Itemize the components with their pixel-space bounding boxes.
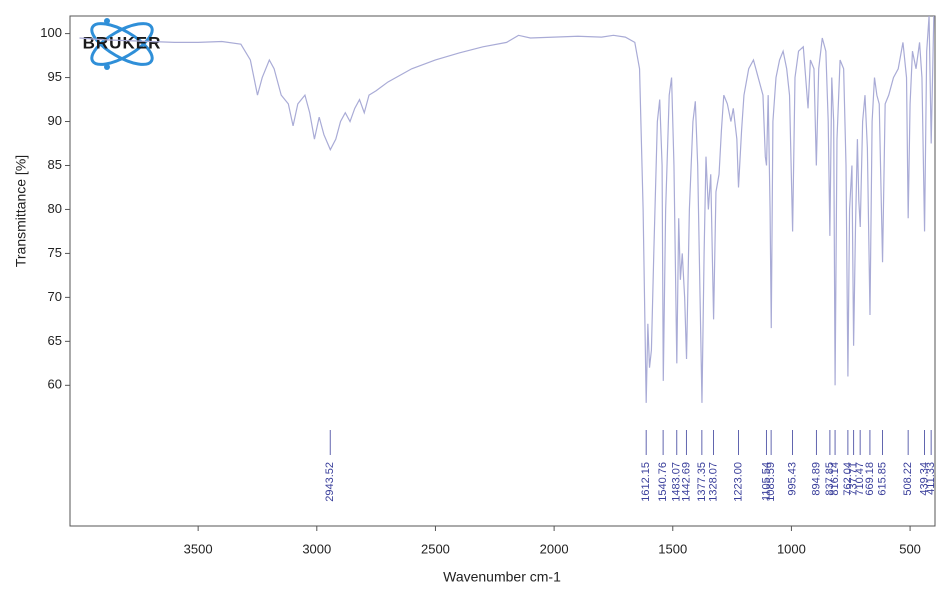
peak-label: 710.47: [854, 462, 866, 496]
logo-text: BRUKER: [83, 33, 162, 52]
x-tick-label: 1000: [777, 541, 806, 556]
peak-label: 837.85: [824, 462, 836, 496]
y-tick-label: 100: [40, 25, 62, 40]
logo-orbit: [90, 22, 154, 66]
y-tick-label: 60: [48, 377, 62, 392]
peak-label: 2943.52: [324, 462, 336, 502]
peak-label: 894.89: [810, 462, 822, 496]
y-tick-label: 70: [48, 289, 62, 304]
peak-label: 615.85: [876, 462, 888, 496]
logo: BRUKER: [83, 18, 162, 70]
peak-label: 1442.69: [680, 462, 692, 502]
spectrum-line: [79, 15, 935, 403]
peak-label: 816.14: [829, 462, 841, 496]
y-tick-label: 65: [48, 333, 62, 348]
peak-label: 737.71: [848, 462, 860, 496]
y-tick-label: 95: [48, 69, 62, 84]
logo-dot: [104, 18, 110, 24]
x-tick-label: 2500: [421, 541, 450, 556]
plot-frame: [69, 15, 936, 527]
peak-label: 1483.07: [671, 462, 683, 502]
y-tick-label: 75: [48, 245, 62, 260]
x-tick-label: 2000: [540, 541, 569, 556]
peak-label: 1328.07: [707, 462, 719, 502]
logo-orbit: [90, 22, 154, 66]
x-tick-label: 1500: [658, 541, 687, 556]
x-tick-label: 500: [899, 541, 921, 556]
y-axis-label: Transmittance [%]: [13, 155, 29, 267]
peak-label: 1377.35: [696, 462, 708, 502]
x-tick-label: 3000: [302, 541, 331, 556]
y-tick-label: 80: [48, 201, 62, 216]
peak-label: 762.04: [842, 462, 854, 496]
peak-label: 1540.76: [657, 462, 669, 502]
y-tick-label: 85: [48, 157, 62, 172]
peak-label: 508.22: [902, 462, 914, 496]
peak-label: 1085.59: [765, 462, 777, 502]
x-axis-label: Wavenumber cm-1: [443, 569, 561, 585]
y-tick-label: 90: [48, 113, 62, 128]
logo-dot: [104, 64, 110, 70]
peak-label: 439.34: [918, 462, 930, 496]
peak-label: 995.43: [786, 462, 798, 496]
peak-label: 669.18: [864, 462, 876, 496]
x-tick-label: 3500: [184, 541, 213, 556]
peak-label: 1105.54: [760, 462, 772, 501]
peak-label: 1612.15: [640, 462, 652, 502]
peak-label: 1223.00: [732, 462, 744, 502]
peak-label: 411.33: [925, 462, 937, 495]
